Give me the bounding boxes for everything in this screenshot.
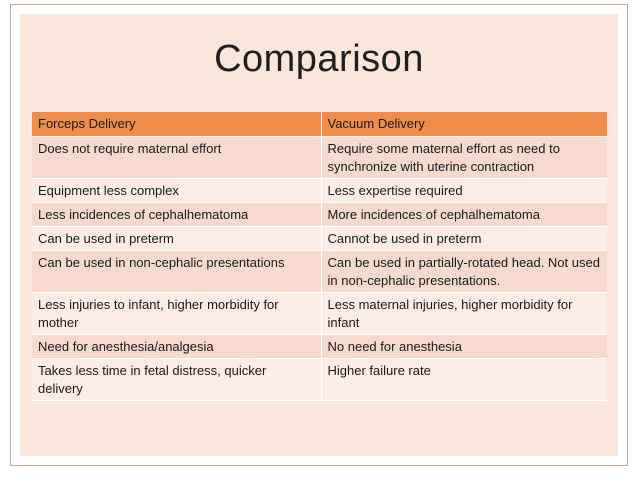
cell-forceps: Need for anesthesia/analgesia (32, 334, 321, 359)
table-header-row: Forceps Delivery Vacuum Delivery (32, 112, 607, 137)
table-row: Less injuries to infant, higher morbidit… (32, 292, 607, 335)
cell-vacuum: Cannot be used in preterm (320, 226, 607, 251)
cell-forceps: Less incidences of cephalhematoma (32, 202, 321, 227)
cell-vacuum: Can be used in partially-rotated head. N… (320, 250, 607, 293)
slide-title: Comparison (214, 38, 424, 80)
slide-border (10, 4, 628, 466)
cell-vacuum: Less expertise required (320, 178, 607, 203)
slide-content: Comparison Forceps Delivery Vacuum Deliv… (20, 14, 618, 456)
cell-forceps: Can be used in non-cephalic presentation… (32, 250, 321, 293)
header-vacuum: Vacuum Delivery (320, 112, 607, 137)
table-row: Takes less time in fetal distress, quick… (32, 358, 607, 401)
table-row: Less incidences of cephalhematoma More i… (32, 202, 607, 227)
header-forceps: Forceps Delivery (32, 112, 321, 137)
cell-forceps: Does not require maternal effort (32, 136, 321, 179)
cell-vacuum: Higher failure rate (320, 358, 607, 401)
cell-vacuum: No need for anesthesia (320, 334, 607, 359)
table-row: Need for anesthesia/analgesia No need fo… (32, 334, 607, 359)
table-row: Can be used in non-cephalic presentation… (32, 250, 607, 293)
cell-vacuum: Require some maternal effort as need to … (320, 136, 607, 179)
cell-forceps: Equipment less complex (32, 178, 321, 203)
cell-vacuum: More incidences of cephalhematoma (320, 202, 607, 227)
table-row: Does not require maternal effort Require… (32, 136, 607, 179)
table-row: Can be used in preterm Cannot be used in… (32, 226, 607, 251)
cell-vacuum: Less maternal injuries, higher morbidity… (320, 292, 607, 335)
cell-forceps: Takes less time in fetal distress, quick… (32, 358, 321, 401)
table-row: Equipment less complex Less expertise re… (32, 178, 607, 203)
cell-forceps: Can be used in preterm (32, 226, 321, 251)
comparison-table: Forceps Delivery Vacuum Delivery Does no… (32, 112, 607, 401)
cell-forceps: Less injuries to infant, higher morbidit… (32, 292, 321, 335)
